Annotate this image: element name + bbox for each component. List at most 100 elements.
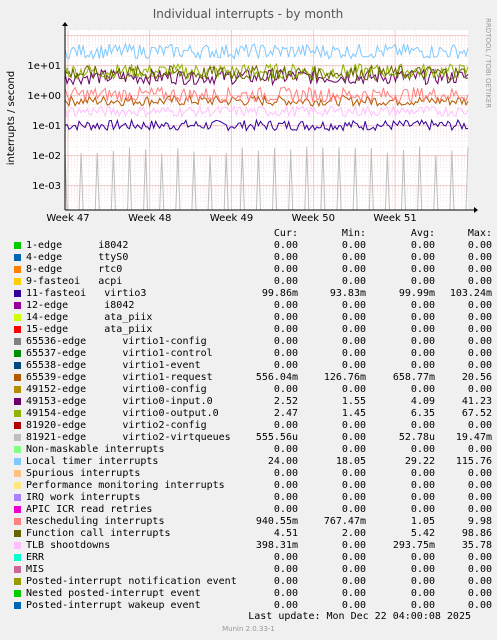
legend-value: 0.00: [273, 504, 298, 515]
legend-value: 0.00: [273, 552, 298, 563]
x-tick-label-3: Week 50: [292, 213, 335, 224]
legend-value: 0.00: [341, 264, 366, 275]
legend-value: 2.47: [273, 408, 298, 419]
legend-swatch: [14, 314, 21, 321]
legend-value: 18.05: [335, 456, 366, 467]
legend-value: 658.77m: [392, 372, 435, 383]
legend-value: 0.00: [467, 360, 492, 371]
legend-value: 0.00: [341, 252, 366, 263]
legend-value: 0.00: [410, 252, 435, 263]
legend-value: 99.99m: [398, 288, 435, 299]
legend-value: 0.00: [467, 252, 492, 263]
legend-swatch: [14, 302, 21, 309]
legend-series-name: MIS: [26, 564, 45, 575]
legend-value: 0.00: [341, 336, 366, 347]
legend-series-name: 8-edge rtc0: [26, 264, 123, 275]
legend-row: Rescheduling interrupts 940.55m 767.47m 1.0…: [14, 516, 492, 528]
legend-value: 0.00: [410, 264, 435, 275]
legend-row: 15-edge ata_piix 0.00 0.00 0.00 0.00: [14, 324, 492, 336]
legend-value: 0.00: [467, 564, 492, 575]
legend-row: IRQ work interrupts 0.00 0.00 0.00 0.00: [14, 492, 492, 504]
legend-swatch: [14, 446, 21, 453]
munin-version: Munin 2.0.33-1: [222, 625, 275, 633]
legend-value: 0.00: [273, 360, 298, 371]
legend-value: 0.00: [467, 480, 492, 491]
legend-value: 0.00: [410, 564, 435, 575]
legend-swatch: [14, 410, 21, 417]
y-tick-label-0: 1e-03: [32, 181, 61, 192]
axes: [62, 22, 478, 213]
legend-value: 0.00: [467, 324, 492, 335]
legend-value: 5.42: [410, 528, 435, 539]
x-tick-labels: Week 47 Week 48 Week 49 Week 50 Week 51: [46, 213, 416, 224]
legend-value: 0.00: [273, 264, 298, 275]
legend-value: 0.00: [273, 492, 298, 503]
legend-value: 0.00: [341, 324, 366, 335]
legend-row: 81921-edge virtio2-virtqueues 555.56u 0.00…: [14, 432, 492, 444]
legend-swatch: [14, 602, 21, 609]
legend-value: 0.00: [273, 600, 298, 611]
legend-value: 0.00: [341, 576, 366, 587]
legend-swatch: [14, 338, 21, 345]
legend-series-name: Function call interrupts: [26, 528, 171, 539]
series-line-25: [64, 104, 469, 118]
col-avg: Avg:: [410, 228, 435, 239]
legend-value: 0.00: [273, 384, 298, 395]
legend-swatch: [14, 554, 21, 561]
legend-value: 0.00: [410, 312, 435, 323]
legend-series-name: Rescheduling interrupts: [26, 516, 165, 527]
legend-row: Local timer interrupts 24.00 18.05 29.22 115…: [14, 456, 492, 468]
legend-swatch: [14, 590, 21, 597]
y-tick-label-3: 1e+00: [27, 91, 61, 102]
legend-value: 0.00: [467, 264, 492, 275]
legend-series-name: 81921-edge virtio2-virtqueues: [26, 432, 231, 443]
legend-swatch: [14, 254, 21, 261]
legend-series-name: 11-fasteoi virtio3: [26, 288, 147, 299]
legend-row: 65536-edge virtio1-config 0.00 0.00 0.00 0.0…: [14, 336, 492, 348]
legend-series-name: 12-edge i8042: [26, 300, 135, 311]
legend-value: 0.00: [467, 576, 492, 587]
legend-swatch: [14, 458, 21, 465]
legend-row: 14-edge ata_piix 0.00 0.00 0.00 0.00: [14, 312, 492, 324]
chart-area: Individual interrupts - by month interru…: [6, 7, 492, 224]
chart-title: Individual interrupts - by month: [153, 7, 344, 21]
legend-value: 0.00: [341, 444, 366, 455]
legend-row: 49153-edge virtio0-input.0 2.52 1.55 4.09 41…: [14, 396, 492, 408]
legend-value: 0.00: [410, 552, 435, 563]
legend-value: 0.00: [273, 576, 298, 587]
legend-row: ERR 0.00 0.00 0.00 0.00: [14, 552, 492, 564]
legend-series-name: 4-edge ttyS0: [26, 252, 129, 263]
legend-swatch: [14, 242, 21, 249]
legend-row: 11-fasteoi virtio3 99.86m 93.83m 99.99m 103.…: [14, 288, 492, 300]
legend-value: 0.00: [410, 504, 435, 515]
legend-value: 398.31m: [255, 540, 298, 551]
legend-series-name: IRQ work interrupts: [26, 492, 141, 503]
legend-value: 2.00: [341, 528, 366, 539]
legend-value: 0.00: [273, 276, 298, 287]
legend-row: 4-edge ttyS0 0.00 0.00 0.00 0.00: [14, 252, 492, 264]
legend-series-name: 65537-edge virtio1-control: [26, 348, 213, 359]
legend-row: 1-edge i8042 0.00 0.00 0.00 0.00: [14, 240, 492, 252]
y-tick-label-4: 1e+01: [27, 61, 61, 72]
legend-swatch: [14, 278, 21, 285]
legend-value: 0.00: [410, 576, 435, 587]
legend-value: 0.00: [410, 420, 435, 431]
legend-value: 0.00: [341, 420, 366, 431]
legend-value: 0.00: [410, 480, 435, 491]
legend-row: 49152-edge virtio0-config 0.00 0.00 0.00 0.0…: [14, 384, 492, 396]
legend-value: 0.00: [410, 468, 435, 479]
legend-value: 0.00: [467, 504, 492, 515]
legend-value: 98.86: [461, 528, 492, 539]
legend-row: APIC ICR read retries 0.00 0.00 0.00 0.00: [14, 504, 492, 516]
legend-rows: 1-edge i8042 0.00 0.00 0.00 0.00 4-edge ttyS0…: [14, 240, 492, 612]
legend-value: 52.78u: [398, 432, 435, 443]
legend-series-name: Performance monitoring interrupts: [26, 480, 225, 491]
legend-value: 0.00: [341, 540, 366, 551]
legend-value: 0.00: [341, 432, 366, 443]
legend-swatch: [14, 374, 21, 381]
legend-series-name: 65536-edge virtio1-config: [26, 336, 207, 347]
legend-value: 6.35: [410, 408, 435, 419]
legend-value: 0.00: [467, 336, 492, 347]
legend-series-name: Posted-interrupt wakeup event: [26, 600, 201, 611]
legend-value: 0.00: [273, 348, 298, 359]
